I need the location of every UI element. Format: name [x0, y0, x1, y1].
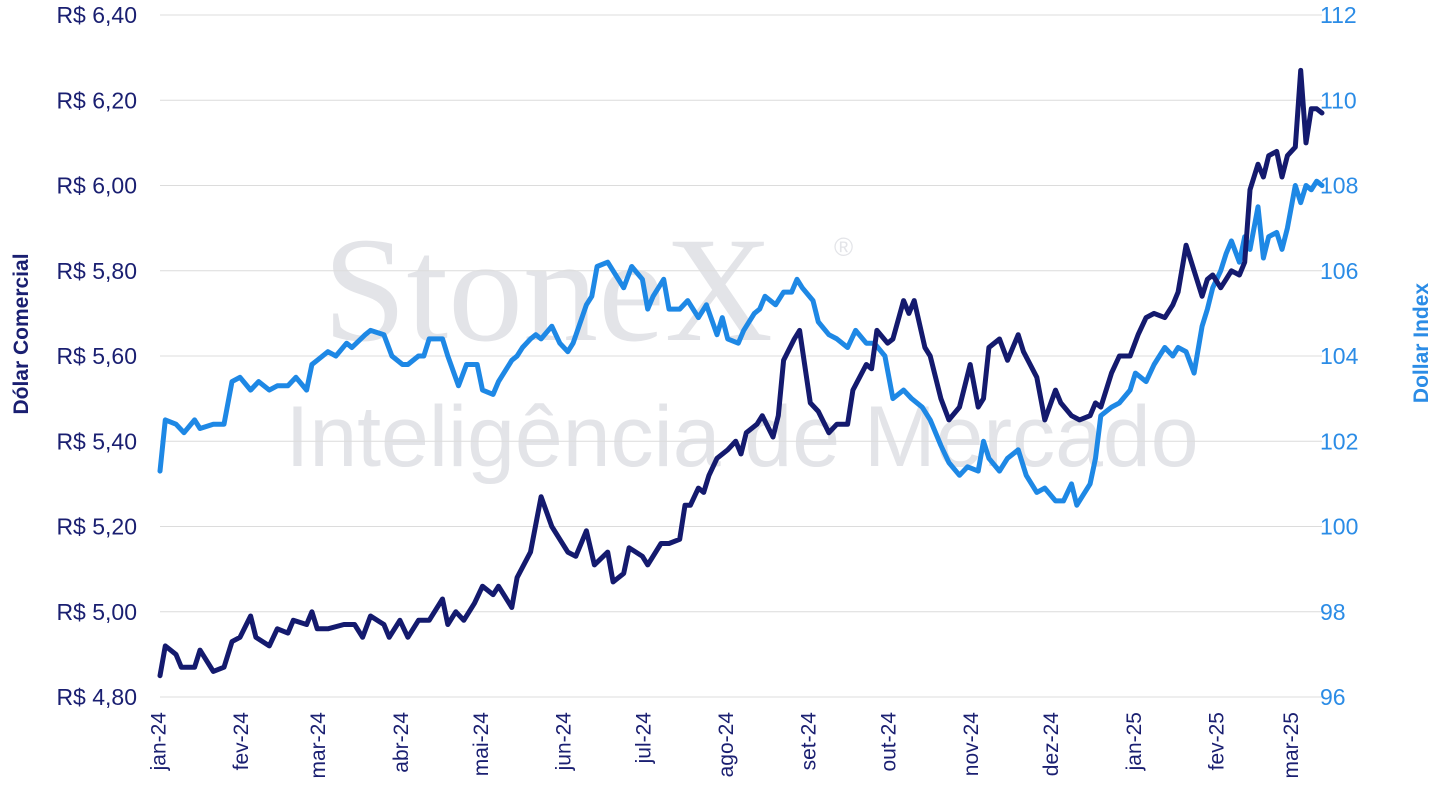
watermark-tagline: Inteligência de Mercado [285, 389, 1198, 485]
left-tick-label: R$ 5,80 [56, 258, 137, 284]
x-tick-label: abr-24 [390, 712, 413, 773]
x-tick-label: mai-24 [470, 712, 493, 777]
stonex-watermark: StoneX ® Inteligência de Mercado [285, 207, 1198, 485]
x-tick-label: jan-24 [147, 712, 170, 772]
dolar-comercial-line [157, 67, 1325, 679]
left-tick-label: R$ 5,00 [56, 599, 137, 625]
left-tick-label: R$ 5,60 [56, 343, 137, 369]
right-tick-label: 110 [1320, 87, 1357, 113]
right-tick-label: 104 [1320, 343, 1359, 369]
x-tick-label: jul-24 [632, 712, 655, 765]
right-tick-label: 100 [1320, 514, 1358, 540]
left-tick-label: R$ 6,00 [56, 173, 137, 199]
left-tick-label: R$ 6,20 [56, 87, 137, 113]
watermark-registered-mark: ® [834, 232, 853, 262]
x-tick-label: ago-24 [715, 712, 738, 778]
x-tick-label: set-24 [798, 712, 821, 771]
left-axis-label: Dólar Comercial [10, 253, 33, 414]
dollar-index-line [157, 178, 1325, 508]
x-tick-label: fev-24 [230, 712, 253, 771]
x-tick-label: mar-25 [1280, 712, 1303, 779]
right-tick-label: 96 [1320, 684, 1346, 710]
x-tick-label: fev-25 [1205, 712, 1228, 770]
x-tick-label: jan-25 [1123, 712, 1146, 771]
x-tick-label: nov-24 [960, 712, 983, 777]
x-tick-label: mar-24 [307, 712, 330, 779]
left-tick-label: R$ 5,40 [56, 428, 137, 454]
series-lines [157, 67, 1325, 679]
left-tick-label: R$ 6,40 [56, 2, 137, 28]
right-tick-label: 108 [1320, 173, 1358, 199]
right-axis-label: Dollar Index [1410, 283, 1433, 404]
right-tick-label: 102 [1320, 428, 1358, 454]
right-tick-label: 98 [1320, 599, 1346, 625]
right-axis-ticks: 96 98 100 102 104 106 108 110 112 [1320, 2, 1359, 710]
watermark-brand: StoneX [323, 207, 773, 373]
x-axis-ticks: jan-24 fev-24 mar-24 abr-24 mai-24 jun-24 jul-… [147, 712, 1303, 779]
left-axis-ticks: R$ 4,80 R$ 5,00 R$ 5,20 R$ 5,40 R$ 5,60 R$ 5,… [56, 2, 137, 710]
left-tick-label: R$ 5,20 [56, 514, 137, 540]
x-tick-label: jun-24 [552, 712, 575, 772]
x-tick-label: out-24 [878, 712, 901, 772]
right-tick-label: 112 [1320, 2, 1357, 28]
left-tick-label: R$ 4,80 [56, 684, 137, 710]
x-tick-label: dez-24 [1040, 712, 1063, 777]
right-tick-label: 106 [1320, 258, 1358, 284]
